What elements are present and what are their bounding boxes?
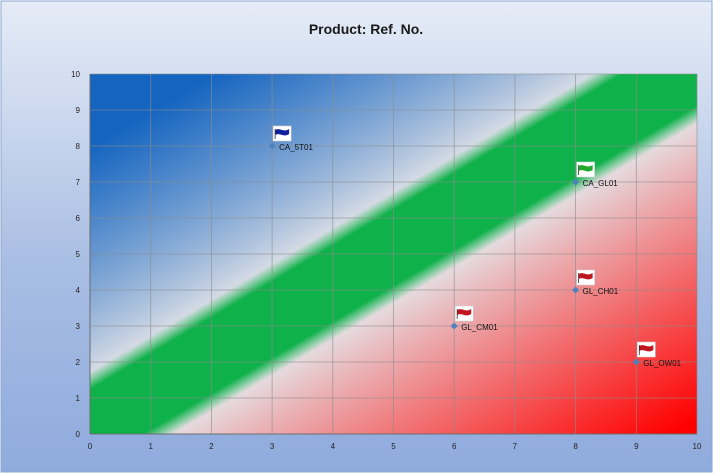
point-label: CA_5T01: [279, 143, 313, 152]
flag-icon: [272, 125, 292, 142]
y-tick-label: 5: [76, 250, 81, 259]
x-tick-label: 3: [270, 442, 275, 451]
x-tick-label: 0: [88, 442, 93, 451]
flag-icon: [576, 269, 595, 286]
data-points: CA_5T01 CA_GL01 GL_CH01 GL_CM01 GL_OW01: [268, 125, 682, 368]
x-tick-label: 1: [148, 442, 153, 451]
x-tick-label: 8: [573, 442, 578, 451]
flag-icon: [454, 305, 474, 322]
point-marker: [572, 178, 580, 186]
y-tick-label: 2: [76, 358, 81, 367]
data-point: GL_CM01: [450, 305, 498, 332]
x-tick-label: 9: [634, 442, 639, 451]
tick-labels: 0 1 2 3 4 5 6 7 8 9 10 0 1 2 3 4 5 6 7 8 9 10: [71, 70, 702, 451]
x-tick-label: 4: [331, 442, 336, 451]
point-marker: [632, 358, 640, 366]
y-tick-label: 6: [76, 214, 81, 223]
flag-icon: [636, 341, 656, 358]
data-point: CA_5T01: [268, 125, 313, 152]
y-tick-label: 7: [76, 178, 81, 187]
point-label: GL_OW01: [643, 359, 681, 368]
y-tick-label: 0: [76, 430, 81, 439]
point-label: CA_GL01: [583, 179, 619, 188]
x-tick-label: 5: [391, 442, 396, 451]
x-tick-label: 6: [452, 442, 457, 451]
y-tick-label: 9: [76, 106, 81, 115]
axes: [89, 74, 697, 435]
data-point: GL_OW01: [632, 341, 682, 368]
x-tick-label: 7: [513, 442, 518, 451]
point-label: GL_CH01: [583, 287, 619, 296]
grid-lines: [89, 73, 698, 435]
data-point: GL_CH01: [572, 269, 619, 296]
point-marker: [450, 322, 458, 330]
chart-title: Product: Ref. No.: [309, 21, 423, 37]
flag-icon: [576, 161, 595, 178]
x-tick-label: 10: [693, 442, 702, 451]
data-point: CA_GL01: [572, 161, 619, 188]
y-tick-label: 10: [71, 70, 80, 79]
point-label: GL_CM01: [461, 323, 498, 332]
y-tick-label: 8: [76, 142, 81, 151]
x-tick-label: 2: [209, 442, 214, 451]
point-marker: [572, 286, 580, 294]
point-marker: [268, 142, 276, 150]
y-tick-label: 3: [76, 322, 81, 331]
y-tick-label: 1: [76, 394, 81, 403]
y-tick-label: 4: [76, 286, 81, 295]
